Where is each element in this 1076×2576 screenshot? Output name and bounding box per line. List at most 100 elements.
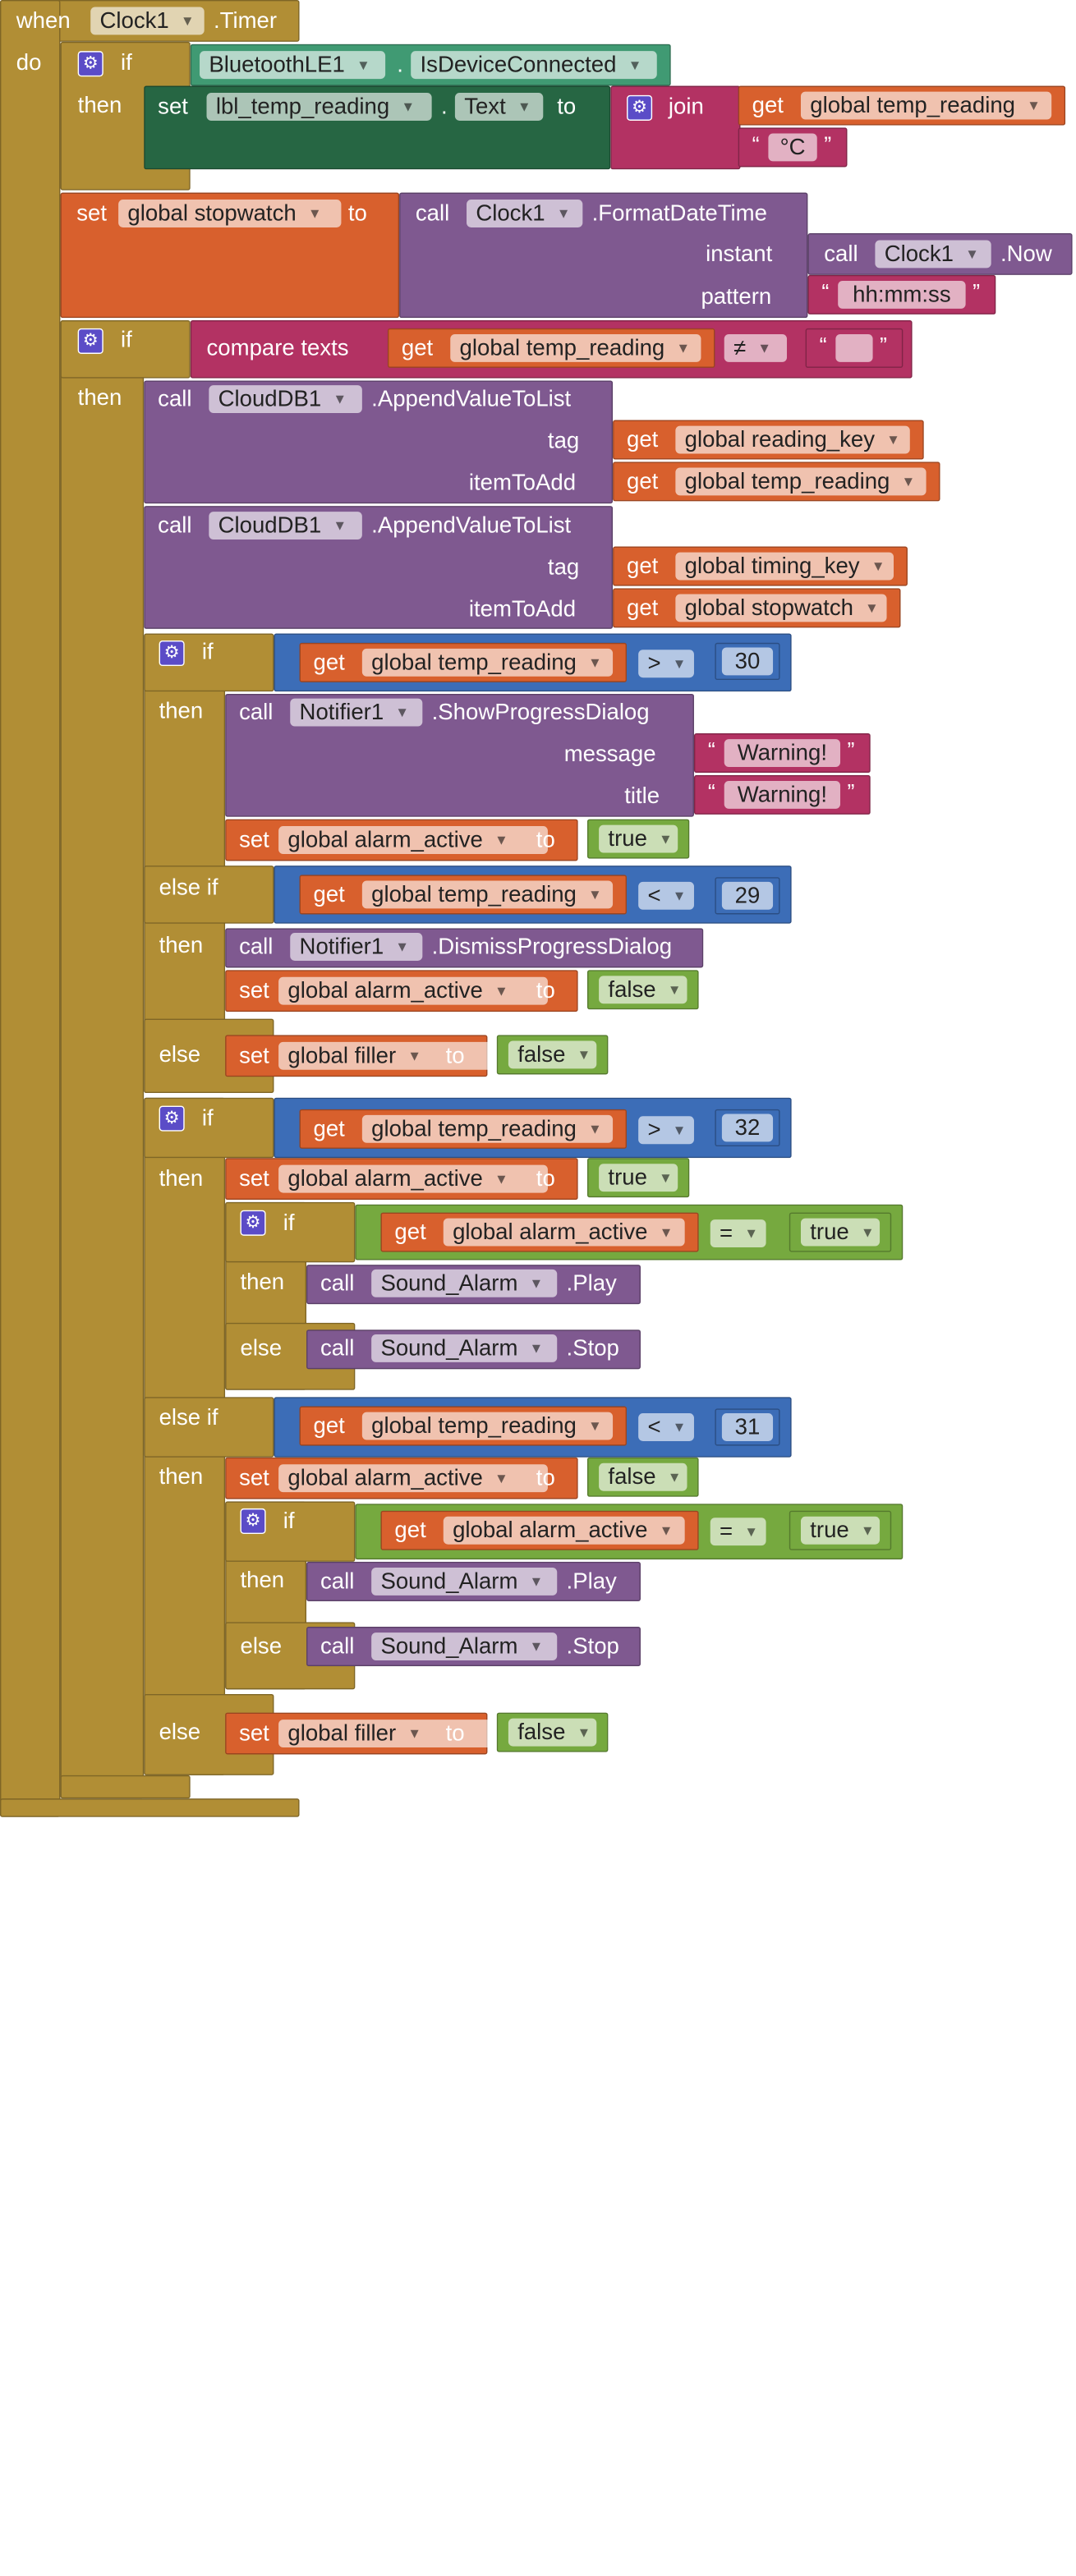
variable-name-dropdown[interactable]: global temp_reading ▼	[361, 648, 614, 677]
gear-icon[interactable]: ⚙	[77, 51, 103, 77]
component-dropdown[interactable]: Sound_Alarm ▼	[371, 1567, 558, 1596]
if-keyword: if	[201, 639, 214, 665]
operator-dropdown[interactable]: ≠ ▼	[724, 333, 788, 362]
property-dropdown[interactable]: Text ▼	[454, 93, 544, 121]
boolean-dropdown[interactable]: false ▼	[599, 1462, 687, 1491]
if-30-elseif[interactable]	[144, 866, 274, 924]
field-value: Sound_Alarm	[380, 1633, 518, 1660]
variable-name-dropdown[interactable]: global timing_key ▼	[675, 552, 894, 581]
component-dropdown[interactable]: Sound_Alarm ▼	[371, 1632, 558, 1661]
component-dropdown[interactable]: lbl_temp_reading ▼	[206, 93, 432, 121]
gear-icon[interactable]: ⚙	[240, 1210, 266, 1236]
variable-name-dropdown[interactable]: global alarm_active ▼	[278, 1464, 548, 1493]
if-block-compare-footer[interactable]	[60, 1775, 191, 1799]
boolean-dropdown[interactable]: false ▼	[508, 1040, 597, 1069]
variable-name-dropdown[interactable]: global alarm_active ▼	[278, 976, 548, 1005]
field-value: Clock1	[99, 7, 169, 34]
variable-name-dropdown[interactable]: global temp_reading ▼	[450, 333, 701, 362]
operator-dropdown[interactable]: < ▼	[638, 881, 694, 910]
gear-icon[interactable]: ⚙	[159, 640, 185, 667]
event-block-spine[interactable]	[0, 0, 61, 1817]
boolean-dropdown[interactable]: true ▼	[599, 1164, 678, 1192]
do-keyword: do	[16, 49, 42, 76]
operator-dropdown[interactable]: > ▼	[638, 650, 694, 678]
number-value[interactable]: 30	[721, 647, 774, 676]
quote-mark: ”	[824, 133, 832, 158]
number-value[interactable]: 29	[721, 881, 774, 910]
component-dropdown[interactable]: CloudDB1 ▼	[209, 385, 362, 414]
if-32-elseif[interactable]	[144, 1397, 274, 1458]
to-keyword: to	[445, 1043, 465, 1069]
variable-name-dropdown[interactable]: global temp_reading ▼	[361, 1412, 614, 1440]
variable-name-dropdown[interactable]: global alarm_active ▼	[278, 826, 548, 854]
field-value: ≠	[733, 335, 747, 361]
boolean-dropdown[interactable]: true ▼	[800, 1516, 881, 1545]
then-keyword: then	[240, 1567, 285, 1594]
param-instant: instant	[706, 241, 773, 267]
component-dropdown[interactable]: BluetoothLE1 ▼	[200, 51, 386, 80]
variable-name-dropdown[interactable]: global temp_reading ▼	[361, 880, 614, 909]
component-dropdown[interactable]: Clock1 ▼	[467, 200, 583, 227]
variable-name-dropdown[interactable]: global temp_reading ▼	[800, 91, 1052, 120]
variable-name-dropdown[interactable]: global filler ▼	[278, 1720, 493, 1747]
boolean-dropdown[interactable]: false ▼	[508, 1718, 597, 1747]
method-name: .DismissProgressDialog	[431, 934, 673, 960]
operator-dropdown[interactable]: > ▼	[638, 1116, 694, 1145]
if-block-compare[interactable]	[60, 319, 145, 1799]
operator-dropdown[interactable]: = ▼	[710, 1518, 766, 1546]
dropdown-arrow-icon: ▼	[180, 12, 195, 30]
variable-name-dropdown[interactable]: global alarm_active ▼	[278, 1164, 548, 1193]
variable-name-dropdown[interactable]: global stopwatch ▼	[118, 200, 342, 227]
gear-icon[interactable]: ⚙	[240, 1508, 266, 1534]
field-value: false	[608, 976, 656, 1003]
variable-name-dropdown[interactable]: global temp_reading ▼	[361, 1114, 614, 1143]
get-keyword: get	[627, 426, 659, 453]
operator-dropdown[interactable]: = ▼	[710, 1219, 766, 1247]
gear-icon[interactable]: ⚙	[77, 328, 103, 354]
boolean-dropdown[interactable]: false ▼	[599, 976, 687, 1004]
number-value[interactable]: 32	[721, 1114, 774, 1142]
string-value[interactable]: °C	[768, 133, 817, 162]
field-value: Sound_Alarm	[380, 1335, 518, 1361]
component-dropdown[interactable]: Sound_Alarm ▼	[371, 1269, 558, 1297]
field-value: global alarm_active	[287, 1465, 483, 1491]
variable-name-dropdown[interactable]: global stopwatch ▼	[675, 594, 887, 622]
boolean-dropdown[interactable]: true ▼	[599, 824, 678, 853]
string-value[interactable]: Warning!	[724, 780, 841, 809]
component-dropdown[interactable]: Clock1 ▼	[875, 240, 991, 269]
component-dropdown[interactable]: CloudDB1 ▼	[209, 512, 362, 540]
string-value[interactable]: Warning!	[724, 739, 841, 767]
operator-dropdown[interactable]: < ▼	[638, 1413, 694, 1441]
variable-name-dropdown[interactable]: global alarm_active ▼	[443, 1516, 685, 1545]
field-value: Clock1	[476, 200, 545, 227]
number-value[interactable]: 31	[721, 1413, 774, 1441]
boolean-dropdown[interactable]: true ▼	[800, 1218, 881, 1247]
quote-mark: ”	[847, 780, 855, 806]
variable-name-dropdown[interactable]: global reading_key ▼	[675, 425, 910, 454]
dropdown-arrow-icon: ▼	[587, 1417, 602, 1435]
dropdown-arrow-icon: ▼	[659, 1224, 674, 1241]
event-block-footer[interactable]	[0, 1798, 300, 1817]
field-value: false	[608, 1464, 656, 1490]
quote-mark: “	[707, 780, 715, 806]
string-value[interactable]	[835, 333, 873, 362]
variable-name-dropdown[interactable]: global filler ▼	[278, 1041, 493, 1070]
dropdown-arrow-icon: ▼	[628, 57, 642, 74]
field-value: true	[810, 1219, 849, 1246]
gear-icon[interactable]: ⚙	[627, 94, 653, 121]
method-name: .Play	[566, 1568, 617, 1595]
variable-name-dropdown[interactable]: global temp_reading ▼	[675, 467, 927, 496]
get-keyword: get	[627, 468, 659, 494]
field-value: global temp_reading	[371, 1116, 577, 1142]
component-dropdown[interactable]: Notifier1 ▼	[290, 698, 423, 727]
call-keyword: call	[158, 512, 192, 539]
variable-name-dropdown[interactable]: global alarm_active ▼	[443, 1218, 685, 1247]
property-dropdown[interactable]: IsDeviceConnected ▼	[411, 51, 657, 80]
component-dropdown[interactable]: Clock1 ▼	[90, 7, 205, 35]
component-dropdown[interactable]: Sound_Alarm ▼	[371, 1334, 558, 1362]
string-value[interactable]: hh:mm:ss	[838, 280, 966, 309]
field-value: global alarm_active	[287, 1166, 483, 1192]
component-dropdown[interactable]: Notifier1 ▼	[290, 933, 423, 961]
gear-icon[interactable]: ⚙	[159, 1105, 185, 1132]
